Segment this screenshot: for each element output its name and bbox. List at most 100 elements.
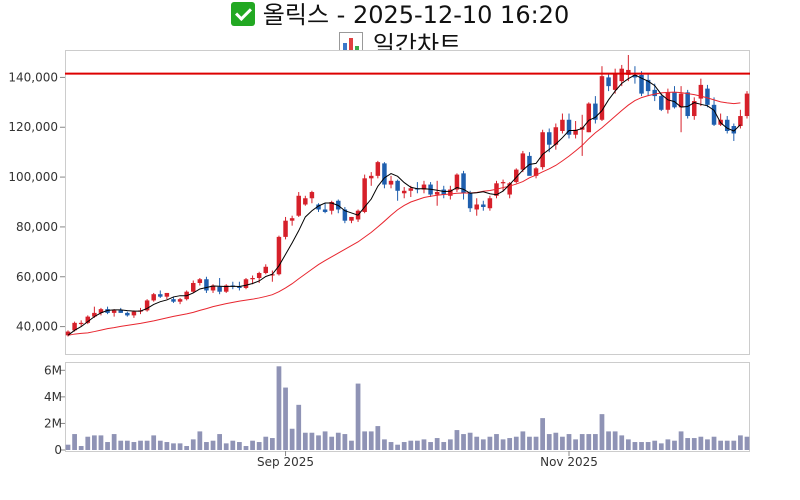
volume-y-tick-label: 0: [54, 443, 62, 457]
volume-plot-frame: [65, 362, 750, 452]
candle-body: [441, 189, 446, 195]
volume-bar: [599, 414, 605, 450]
candle-body: [533, 168, 539, 176]
candle-body: [434, 192, 440, 195]
price-y-tick-label: 100,000: [8, 170, 58, 184]
volume-bar: [540, 418, 546, 450]
volume-bar: [553, 432, 559, 450]
candle-body: [632, 74, 638, 78]
candle-body: [448, 189, 453, 196]
x-tick-label: Nov 2025: [540, 455, 598, 469]
volume-bar: [124, 440, 130, 450]
volume-bar: [78, 446, 84, 450]
volume-bar: [645, 442, 651, 450]
volume-bar: [724, 440, 730, 450]
candle-body: [342, 209, 348, 221]
title-row: 올릭스 - 2025-12-10 16:20: [0, 0, 800, 30]
candle-body: [606, 77, 611, 87]
volume-bar: [408, 440, 414, 450]
candle-body: [369, 175, 374, 179]
candle-body: [487, 198, 493, 209]
volume-bar: [434, 438, 440, 450]
volume-bar: [639, 442, 644, 450]
candle-body: [421, 184, 427, 190]
candle-body: [731, 126, 737, 134]
price-y-tick-label: 40,000: [16, 320, 58, 334]
price-y-tick-label: 80,000: [16, 220, 58, 234]
volume-bar: [447, 439, 453, 450]
volume-bar: [118, 440, 124, 450]
candle-body: [289, 218, 295, 221]
candle-body: [250, 278, 255, 280]
candle-body: [164, 292, 170, 297]
volume-bar: [665, 439, 671, 450]
volume-bar: [619, 435, 625, 450]
volume-bar: [355, 383, 361, 450]
volume-bar: [744, 436, 750, 450]
volume-bar: [487, 436, 493, 450]
volume-bar: [454, 430, 460, 450]
candle-body: [461, 173, 466, 194]
candle-body: [599, 76, 605, 120]
candle-body: [645, 79, 651, 92]
volume-bars: [65, 366, 750, 450]
volume-bar: [711, 436, 717, 450]
candle-body: [191, 282, 196, 292]
volume-bar: [632, 442, 638, 450]
candle-body: [388, 180, 394, 185]
volume-bar: [151, 435, 157, 450]
volume-bar: [144, 440, 150, 450]
volume-bar: [322, 431, 328, 450]
candle-body: [514, 169, 519, 183]
volume-bar: [269, 438, 275, 450]
volume-bar: [230, 440, 236, 450]
candle-body: [111, 310, 117, 313]
volume-bar: [237, 442, 242, 450]
candle-body: [705, 88, 710, 105]
volume-bar: [349, 440, 354, 450]
volume-bar: [560, 436, 565, 450]
candle-body: [256, 273, 262, 278]
x-axis: Sep 2025 Nov 2025: [257, 451, 598, 469]
candle-body: [243, 279, 249, 288]
volume-bar: [685, 438, 691, 450]
candle-body: [738, 116, 743, 126]
price-plot-frame: [65, 50, 750, 355]
volume-bar: [507, 438, 513, 450]
candle-body: [395, 180, 400, 191]
volume-bar: [527, 436, 532, 450]
volume-bar: [382, 439, 387, 450]
volume-bar: [91, 435, 97, 450]
candle-body: [454, 174, 460, 190]
volume-bar: [335, 432, 341, 450]
volume-bar: [612, 431, 618, 450]
volume-bar: [223, 443, 229, 450]
chart-header: 올릭스 - 2025-12-10 16:20 일간차트: [0, 0, 800, 62]
candle-body: [507, 183, 512, 195]
volume-bar: [494, 434, 499, 450]
candle-body: [72, 322, 77, 331]
ma5-line: [67, 74, 741, 336]
candle-body: [467, 193, 473, 209]
volume-y-tick-label: 6M: [44, 363, 62, 377]
volume-bar: [500, 439, 506, 450]
volume-bar: [579, 434, 585, 450]
candle-body: [401, 190, 407, 194]
price-y-axis: 40,000 60,000 80,000 100,000 120,000 140,000: [8, 70, 65, 334]
volume-bar: [289, 428, 295, 450]
volume-bar: [368, 431, 374, 450]
candlesticks: [65, 54, 750, 337]
candle-body: [665, 92, 671, 110]
volume-bar: [395, 444, 400, 450]
candle-body: [329, 202, 334, 211]
candle-body: [481, 204, 486, 207]
candle-body: [626, 69, 631, 75]
volume-bar: [164, 442, 170, 450]
volume-bar: [210, 440, 216, 450]
volume-bar: [184, 446, 190, 450]
candle-body: [685, 92, 690, 117]
candle-body: [171, 299, 176, 302]
candle-body: [474, 204, 479, 210]
candle-body: [639, 74, 644, 94]
volume-bar: [276, 366, 282, 450]
